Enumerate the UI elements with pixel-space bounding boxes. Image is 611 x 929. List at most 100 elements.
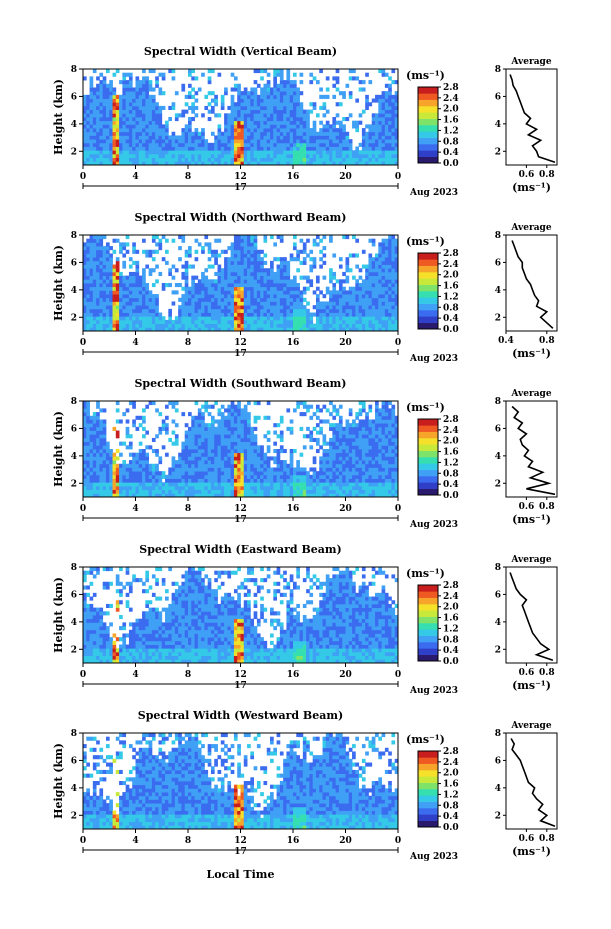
- heatmap-cell: [109, 117, 113, 122]
- heatmap-cell: [210, 456, 215, 461]
- heatmap-cell: [102, 449, 107, 454]
- heatmap-cell: [299, 117, 304, 122]
- heatmap-cell: [270, 117, 274, 122]
- heatmap-cell: [256, 305, 261, 310]
- heatmap-cell: [109, 268, 113, 273]
- heatmap-cell: [122, 283, 127, 288]
- heatmap-cell: [378, 264, 382, 269]
- heatmap-cell: [233, 124, 238, 129]
- heatmap-cell: [273, 120, 277, 125]
- heatmap-cell: [335, 327, 340, 332]
- heatmap-cell: [105, 120, 110, 125]
- heatmap-cell: [329, 139, 333, 144]
- colorbar-tick-label: 0.8: [443, 137, 459, 147]
- heatmap-cell: [220, 157, 225, 162]
- heatmap-cell: [188, 264, 192, 269]
- heatmap-cell: [293, 102, 297, 107]
- heatmap-cell: [355, 290, 360, 295]
- heatmap-cell: [365, 153, 369, 159]
- heatmap-cell: [270, 235, 274, 240]
- heatmap-cell: [165, 404, 169, 409]
- heatmap-cell: [99, 139, 104, 144]
- heatmap-cell: [165, 423, 169, 428]
- heatmap-cell: [204, 283, 209, 288]
- heatmap-cell: [171, 238, 176, 243]
- heatmap-cell: [220, 489, 225, 494]
- heatmap-cell: [174, 408, 179, 413]
- heatmap-cell: [214, 316, 218, 321]
- heatmap-cell: [122, 485, 127, 491]
- heatmap-cell: [227, 275, 232, 280]
- heatmap-cell: [184, 305, 189, 310]
- heatmap-cell: [89, 312, 94, 317]
- heatmap-cell: [391, 113, 396, 118]
- heatmap-cell: [168, 135, 172, 140]
- heatmap-cell: [319, 105, 323, 111]
- heatmap-cell: [283, 297, 287, 302]
- heatmap-cell: [115, 135, 120, 140]
- heatmap-cell: [312, 489, 317, 494]
- heatmap-cell: [204, 316, 209, 321]
- colorbar-swatch: [418, 265, 438, 273]
- heatmap-cell: [253, 452, 258, 457]
- heatmap-cell: [286, 117, 291, 122]
- heatmap-cell: [191, 135, 195, 140]
- heatmap-cell: [210, 452, 215, 457]
- heatmap-cell: [243, 463, 248, 468]
- heatmap-cell: [210, 105, 215, 111]
- heatmap-cell: [135, 426, 140, 431]
- heatmap-cell: [148, 146, 153, 151]
- heatmap-cell: [299, 139, 304, 144]
- heatmap-cell: [378, 249, 382, 254]
- heatmap-cell: [237, 146, 241, 151]
- heatmap-cell: [99, 316, 104, 321]
- heatmap-cell: [309, 80, 314, 85]
- heatmap-cell: [171, 485, 176, 491]
- heatmap-cell: [391, 124, 396, 129]
- heatmap-cell: [260, 98, 264, 103]
- heatmap-cell: [371, 327, 376, 332]
- heatmap-cell: [201, 142, 205, 147]
- heatmap-cell: [96, 301, 100, 306]
- heatmap-cell: [138, 105, 143, 111]
- heatmap-cell: [388, 105, 392, 111]
- heatmap-cell: [184, 249, 189, 254]
- heatmap-cell: [384, 283, 389, 288]
- heatmap-cell: [315, 146, 320, 151]
- heatmap-cell: [92, 94, 97, 99]
- heatmap-cell: [151, 308, 156, 313]
- heatmap-cell: [279, 131, 284, 136]
- heatmap-cell: [99, 286, 104, 291]
- heatmap-cell: [128, 102, 133, 107]
- heatmap-cell: [201, 128, 205, 133]
- heatmap-cell: [286, 69, 291, 74]
- heatmap-cell: [214, 327, 218, 332]
- heatmap-cell: [217, 297, 222, 302]
- heatmap-cell: [112, 139, 117, 144]
- heatmap-cell: [250, 426, 255, 431]
- heatmap-cell: [263, 135, 268, 140]
- heatmap-cell: [375, 271, 379, 277]
- heatmap-cell: [381, 157, 386, 162]
- heatmap-cell: [138, 124, 143, 129]
- heatmap-cell: [335, 301, 340, 306]
- heatmap-cell: [299, 238, 304, 243]
- heatmap-cell: [142, 157, 146, 162]
- heatmap-cell: [237, 268, 241, 273]
- heatmap-cell: [368, 283, 373, 288]
- heatmap-cell: [102, 98, 107, 103]
- heatmap-cell: [119, 94, 123, 99]
- heatmap-cell: [155, 142, 159, 147]
- heatmap-cell: [375, 135, 379, 140]
- heatmap-cell: [296, 478, 300, 483]
- heatmap-cell: [145, 131, 150, 136]
- heatmap-cell: [381, 323, 386, 328]
- heatmap-cell: [128, 83, 133, 88]
- heatmap-cell: [148, 401, 153, 406]
- heatmap-cell: [125, 235, 130, 240]
- heatmap-cell: [289, 305, 294, 310]
- heatmap-cell: [306, 113, 310, 118]
- heatmap-cell: [279, 327, 284, 332]
- heatmap-cell: [306, 323, 310, 328]
- panel-title: Spectral Width (Northward Beam): [135, 211, 347, 224]
